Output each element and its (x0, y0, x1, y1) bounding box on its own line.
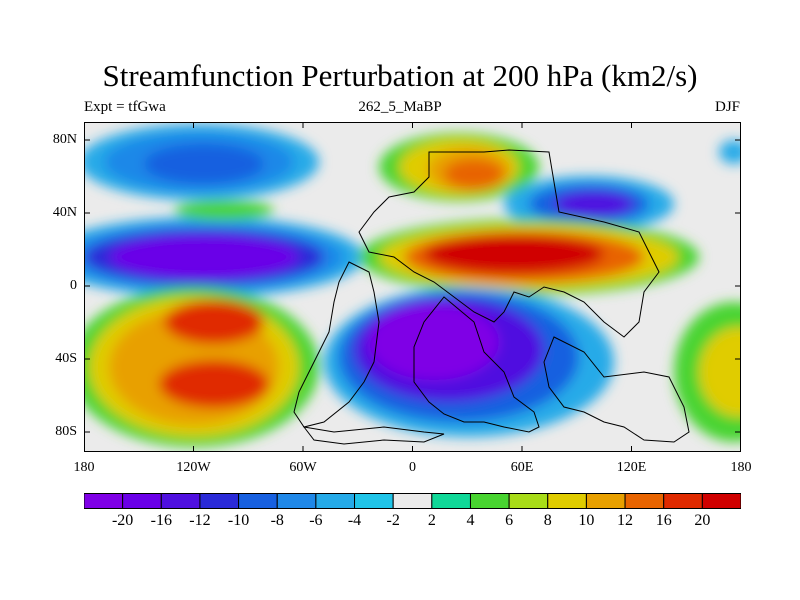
season-label: DJF (714, 99, 740, 115)
colorbar-label: -20 (111, 512, 134, 529)
lat-label-40n: 40N (52, 205, 77, 220)
colorbar-box (431, 493, 471, 509)
colorbar-box (624, 493, 665, 509)
lat-label-80n: 80N (52, 132, 77, 147)
colorbar-box (315, 493, 356, 509)
lat-label-80s: 80S (55, 424, 77, 439)
colorbar-label: -16 (150, 512, 172, 529)
lon-label-0: 0 (409, 460, 416, 475)
colorbar-label: -6 (309, 512, 323, 529)
colorbar-box (238, 493, 278, 509)
colorbar-box (160, 493, 201, 509)
colorbar-box (84, 493, 124, 509)
colorbar-box (122, 493, 162, 509)
colorbar-label: -2 (386, 512, 400, 529)
colorbar-label: -4 (347, 512, 362, 529)
contour-map (84, 122, 741, 452)
colorbar-box (354, 493, 394, 509)
case-label: 262_5_MaBP (358, 99, 442, 115)
colorbar-box (508, 493, 549, 509)
colorbar-box (199, 493, 240, 509)
colorbar-label: -12 (189, 512, 211, 529)
lon-label-120w: 120W (176, 460, 211, 475)
lon-label-180e: 180 (730, 460, 752, 475)
lat-label-eq: 0 (70, 278, 77, 293)
colorbar-box (469, 493, 510, 509)
colorbar-box (276, 493, 317, 509)
map-title: Streamfunction Perturbation at 200 hPa (… (102, 58, 698, 93)
lon-label-60w: 60W (289, 460, 317, 475)
colorbar-box (392, 493, 433, 509)
colorbar-label: -8 (270, 512, 284, 529)
lon-label-60e: 60E (510, 460, 534, 475)
colorbar (84, 493, 741, 509)
colorbar-label: 6 (505, 512, 514, 529)
axis-ticks (84, 122, 741, 452)
colorbar-label: 2 (427, 512, 436, 529)
colorbar-box (547, 493, 587, 509)
colorbar-label: 4 (466, 512, 475, 529)
lon-label-120e: 120E (616, 460, 647, 475)
colorbar-label: 20 (694, 512, 711, 529)
colorbar-label: 8 (543, 512, 552, 529)
colorbar-label: 10 (578, 512, 595, 529)
lon-label-180w: 180 (73, 460, 95, 475)
experiment-label: Expt = tfGwa (84, 99, 166, 115)
lat-label-40s: 40S (55, 351, 77, 366)
colorbar-box (701, 493, 741, 509)
colorbar-box (585, 493, 626, 509)
contour-fill (84, 124, 741, 447)
coastlines (293, 149, 690, 445)
colorbar-label: -10 (227, 512, 250, 529)
colorbar-label: 16 (655, 512, 672, 529)
colorbar-label: 12 (617, 512, 634, 529)
colorbar-box (663, 493, 703, 509)
